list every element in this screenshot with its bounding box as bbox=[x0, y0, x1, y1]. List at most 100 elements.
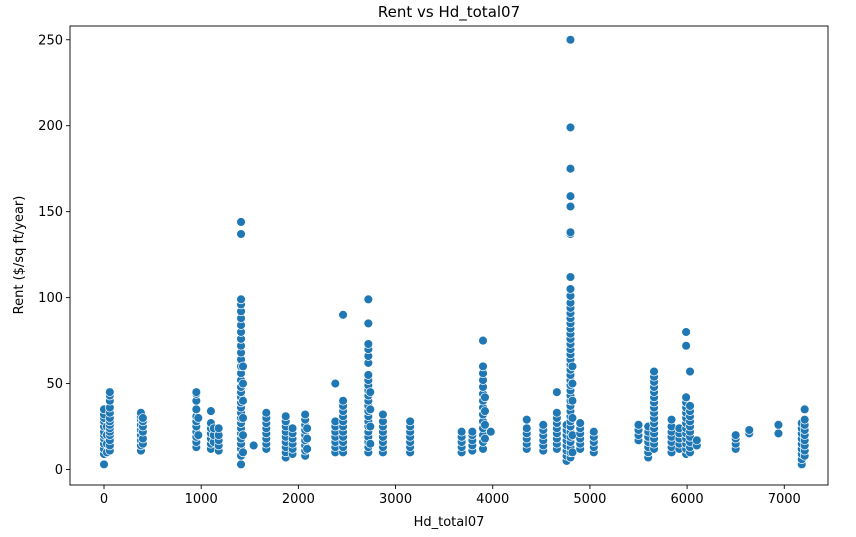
x-tick-label: 0 bbox=[100, 492, 108, 507]
data-point bbox=[261, 408, 272, 418]
data-point bbox=[236, 459, 246, 470]
x-tick-label: 2000 bbox=[282, 492, 315, 507]
data-point bbox=[567, 447, 578, 458]
data-point bbox=[302, 433, 312, 444]
data-point bbox=[238, 413, 248, 423]
x-tick-label: 6000 bbox=[671, 492, 704, 507]
data-point bbox=[238, 378, 248, 389]
y-tick-label: 0 bbox=[55, 463, 63, 478]
data-point bbox=[480, 406, 490, 416]
data-point bbox=[302, 423, 312, 434]
data-point bbox=[191, 404, 202, 415]
data-point bbox=[338, 310, 348, 320]
y-tick-label: 100 bbox=[38, 291, 63, 306]
data-point bbox=[238, 361, 248, 372]
data-point bbox=[363, 318, 374, 329]
data-point bbox=[213, 423, 224, 434]
data-point bbox=[565, 191, 576, 201]
data-point bbox=[681, 341, 691, 351]
data-point bbox=[681, 327, 691, 337]
data-point bbox=[365, 404, 376, 415]
data-point bbox=[193, 430, 204, 440]
data-point bbox=[552, 387, 562, 397]
data-point bbox=[365, 387, 376, 397]
data-point bbox=[565, 284, 576, 294]
data-point bbox=[552, 408, 562, 418]
x-tick-label: 7000 bbox=[768, 492, 801, 507]
data-point bbox=[486, 426, 496, 437]
data-point bbox=[365, 421, 376, 432]
data-point bbox=[236, 294, 246, 305]
data-point bbox=[567, 396, 578, 406]
data-point bbox=[567, 361, 578, 372]
data-point bbox=[565, 201, 576, 212]
data-point bbox=[565, 272, 576, 282]
data-point bbox=[478, 335, 488, 346]
data-point bbox=[206, 406, 216, 416]
data-point bbox=[248, 440, 259, 451]
data-point bbox=[480, 420, 490, 430]
chart-title: Rent vs Hd_total07 bbox=[378, 3, 520, 22]
x-axis: 0 1000 2000 3000 4000 5000 6000 7000 bbox=[100, 485, 801, 507]
data-point bbox=[575, 418, 585, 428]
data-point bbox=[480, 392, 490, 403]
data-point bbox=[363, 370, 374, 380]
data-point bbox=[744, 425, 755, 435]
data-point bbox=[589, 426, 599, 437]
y-axis-label: Rent ($/sq ft/year) bbox=[12, 196, 27, 315]
data-point bbox=[565, 122, 576, 133]
x-tick-label: 4000 bbox=[476, 492, 509, 507]
data-point bbox=[405, 416, 415, 427]
data-point bbox=[330, 378, 341, 389]
data-point bbox=[287, 423, 298, 434]
data-point bbox=[773, 420, 784, 430]
data-point bbox=[191, 387, 202, 397]
data-point bbox=[567, 378, 578, 389]
data-point bbox=[280, 411, 291, 421]
data-point bbox=[521, 423, 532, 434]
data-point bbox=[238, 430, 248, 440]
data-point bbox=[302, 444, 312, 454]
data-point bbox=[730, 430, 741, 440]
x-tick-label: 5000 bbox=[573, 492, 606, 507]
data-point bbox=[363, 339, 374, 349]
data-point bbox=[238, 447, 248, 458]
data-point bbox=[685, 366, 695, 377]
y-tick-label: 50 bbox=[46, 377, 63, 392]
data-point bbox=[363, 294, 374, 305]
data-point bbox=[105, 387, 115, 397]
data-point bbox=[478, 361, 488, 372]
data-point bbox=[365, 438, 376, 449]
data-point bbox=[300, 409, 310, 420]
data-point bbox=[565, 163, 576, 174]
data-point bbox=[565, 227, 576, 238]
data-point bbox=[633, 420, 644, 430]
data-point bbox=[565, 34, 576, 45]
data-point bbox=[238, 396, 248, 406]
data-point bbox=[666, 414, 677, 425]
data-point bbox=[338, 396, 348, 406]
data-point bbox=[480, 433, 490, 444]
data-point bbox=[799, 414, 810, 425]
data-point bbox=[681, 392, 691, 403]
data-point bbox=[236, 217, 246, 227]
y-axis: 0 50 100 150 200 250 bbox=[38, 33, 70, 478]
data-point bbox=[378, 409, 388, 420]
y-tick-label: 200 bbox=[38, 119, 63, 134]
x-tick-label: 3000 bbox=[379, 492, 412, 507]
data-point bbox=[649, 366, 659, 377]
data-point bbox=[799, 404, 810, 415]
y-tick-label: 150 bbox=[38, 205, 63, 220]
data-point bbox=[193, 413, 204, 423]
data-point bbox=[521, 414, 532, 425]
x-axis-label: Hd_total07 bbox=[414, 515, 485, 530]
data-point bbox=[567, 413, 578, 423]
data-point bbox=[692, 435, 702, 446]
data-point bbox=[99, 459, 109, 470]
data-point bbox=[456, 426, 467, 437]
data-point bbox=[685, 401, 695, 411]
x-tick-label: 1000 bbox=[185, 492, 218, 507]
plot-area bbox=[69, 25, 829, 486]
scatter-points bbox=[99, 34, 810, 470]
